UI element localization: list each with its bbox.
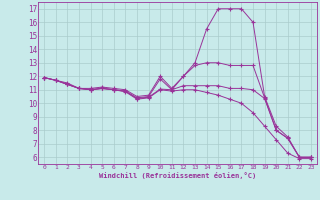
X-axis label: Windchill (Refroidissement éolien,°C): Windchill (Refroidissement éolien,°C) [99,172,256,179]
